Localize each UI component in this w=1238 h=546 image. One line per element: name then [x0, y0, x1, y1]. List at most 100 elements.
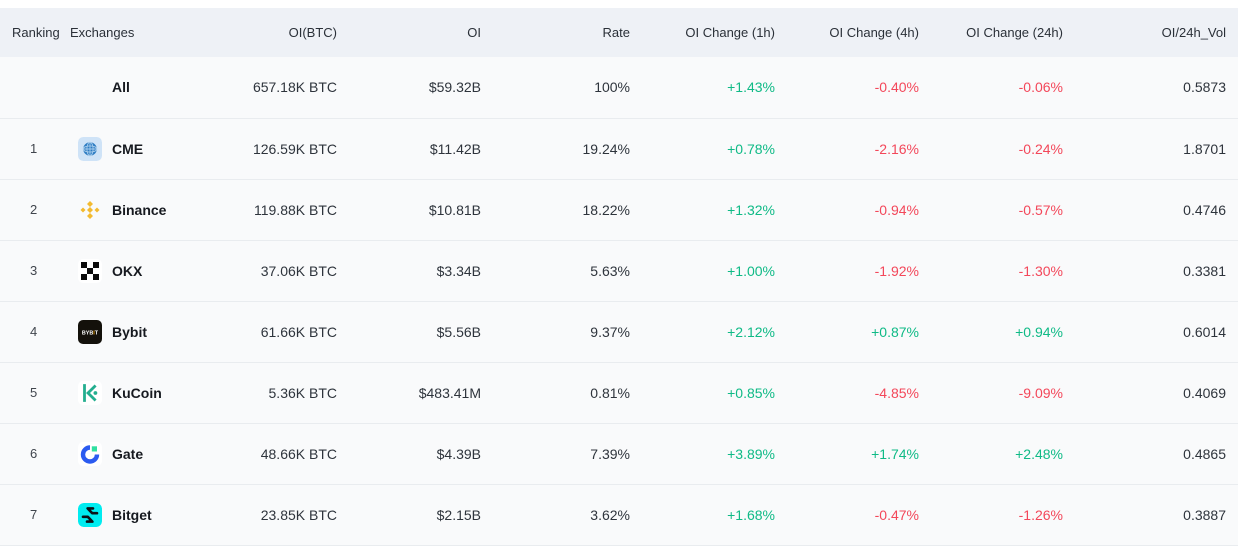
exchange-label: OKX: [72, 258, 206, 283]
binance-icon: [78, 198, 102, 222]
gate-icon: [78, 441, 102, 466]
oi-btc-cell: 23.85K BTC: [214, 484, 345, 546]
table-row-binance[interactable]: 2 Binance 119.88K BTC $10.81B 18.22% +1.32% -0…: [0, 179, 1238, 241]
exchange-cell[interactable]: OKX: [64, 240, 214, 302]
oi-exchanges-table: Ranking Exchanges OI(BTC) OI Rate OI Change (…: [0, 8, 1238, 546]
ranking-cell: 6: [0, 423, 64, 485]
oi-btc-cell: 5.36K BTC: [214, 362, 345, 424]
oi-cell: $4.39B: [345, 423, 489, 485]
table-body: All 657.18K BTC $59.32B 100% +1.43% -0.40% -0.…: [0, 57, 1238, 546]
ranking-cell: 1: [0, 118, 64, 180]
rate-cell: 9.37%: [489, 301, 638, 363]
chg-4h-cell: -0.47%: [783, 484, 927, 546]
exchange-label: BYBIT Bybit: [72, 319, 206, 344]
exchange-name: Binance: [112, 201, 167, 218]
chg-4h-cell: -0.40%: [783, 57, 927, 119]
exchange-name: All: [112, 79, 130, 96]
column-header-ranking[interactable]: Ranking: [0, 8, 64, 57]
ranking-cell: 7: [0, 484, 64, 546]
column-header-oi-btc[interactable]: OI(BTC): [214, 8, 345, 57]
chg-4h-cell: -4.85%: [783, 362, 927, 424]
column-header-chg-24h[interactable]: OI Change (24h): [927, 8, 1071, 57]
oi-btc-cell: 657.18K BTC: [214, 57, 345, 119]
ranking-cell: 2: [0, 179, 64, 241]
oi-24h-vol-cell: 0.4865: [1071, 423, 1238, 485]
ranking-cell: 4: [0, 301, 64, 363]
chg-24h-cell: -1.26%: [927, 484, 1071, 546]
chg-1h-cell: +0.85%: [638, 362, 783, 424]
oi-btc-cell: 61.66K BTC: [214, 301, 345, 363]
column-header-rate[interactable]: Rate: [489, 8, 638, 57]
table-row-bitget[interactable]: 7 Bitget 23.85K BTC $2.15B 3.62% +1.68% -0.47%…: [0, 484, 1238, 546]
table-header: Ranking Exchanges OI(BTC) OI Rate OI Change (…: [0, 8, 1238, 57]
chg-4h-cell: +0.87%: [783, 301, 927, 363]
table-row-okx[interactable]: 3 OKX 37.06K BTC $3.34B 5.63% +1.00% -1.92% -1.…: [0, 240, 1238, 302]
chg-24h-cell: -9.09%: [927, 362, 1071, 424]
oi-24h-vol-cell: 0.5873: [1071, 57, 1238, 119]
exchange-cell[interactable]: BYBIT Bybit: [64, 301, 214, 363]
chg-24h-cell: +2.48%: [927, 423, 1071, 485]
column-header-chg-1h[interactable]: OI Change (1h): [638, 8, 783, 57]
bitget-icon: [78, 502, 102, 527]
exchange-cell[interactable]: CME: [64, 118, 214, 180]
table-row-gate[interactable]: 6 Gate 48.66K BTC $4.39B 7.39% +3.89% +1.74% +2…: [0, 423, 1238, 485]
oi-24h-vol-cell: 0.3381: [1071, 240, 1238, 302]
rate-cell: 5.63%: [489, 240, 638, 302]
exchange-name: KuCoin: [112, 384, 162, 401]
exchange-label: Bitget: [72, 502, 206, 527]
chg-4h-cell: -0.94%: [783, 179, 927, 241]
exchange-cell[interactable]: Gate: [64, 423, 214, 485]
table-row-bybit[interactable]: 4 BYBIT Bybit 61.66K BTC $5.56B 9.37% +2.12% +0…: [0, 301, 1238, 363]
ranking-cell: 3: [0, 240, 64, 302]
exchange-cell[interactable]: KuCoin: [64, 362, 214, 424]
chg-1h-cell: +2.12%: [638, 301, 783, 363]
svg-text:BYBIT: BYBIT: [82, 330, 99, 336]
chg-1h-cell: +1.68%: [638, 484, 783, 546]
table-row-kucoin[interactable]: 5 KuCoin 5.36K BTC $483.41M 0.81% +0.85% -4.85…: [0, 362, 1238, 424]
exchange-name: Bitget: [112, 506, 152, 523]
rate-cell: 19.24%: [489, 118, 638, 180]
oi-cell: $2.15B: [345, 484, 489, 546]
chg-24h-cell: -0.57%: [927, 179, 1071, 241]
bybit-icon: BYBIT: [78, 319, 102, 344]
exchange-label: All: [72, 79, 206, 95]
exchange-label: CME: [72, 136, 206, 161]
oi-24h-vol-cell: 0.6014: [1071, 301, 1238, 363]
oi-24h-vol-cell: 1.8701: [1071, 118, 1238, 180]
chg-4h-cell: -1.92%: [783, 240, 927, 302]
exchange-cell[interactable]: Binance: [64, 179, 214, 241]
oi-btc-cell: 126.59K BTC: [214, 118, 345, 180]
rate-cell: 0.81%: [489, 362, 638, 424]
chg-1h-cell: +0.78%: [638, 118, 783, 180]
exchange-name: CME: [112, 140, 144, 157]
okx-icon: [78, 258, 102, 283]
exchange-cell[interactable]: All: [64, 57, 214, 119]
oi-cell: $10.81B: [345, 179, 489, 241]
exchange-cell[interactable]: Bitget: [64, 484, 214, 546]
oi-24h-vol-cell: 0.4069: [1071, 362, 1238, 424]
oi-btc-cell: 48.66K BTC: [214, 423, 345, 485]
cme-icon: [78, 136, 102, 161]
chg-24h-cell: +0.94%: [927, 301, 1071, 363]
column-header-oi[interactable]: OI: [345, 8, 489, 57]
exchange-name: Bybit: [112, 323, 147, 340]
chg-24h-cell: -1.30%: [927, 240, 1071, 302]
chg-1h-cell: +1.00%: [638, 240, 783, 302]
oi-cell: $59.32B: [345, 57, 489, 119]
exchange-name: OKX: [112, 262, 143, 279]
table-row-all[interactable]: All 657.18K BTC $59.32B 100% +1.43% -0.40% -0.…: [0, 57, 1238, 119]
exchange-name: Gate: [112, 445, 144, 462]
column-header-exchange[interactable]: Exchanges: [64, 8, 214, 57]
oi-24h-vol-cell: 0.3887: [1071, 484, 1238, 546]
rate-cell: 18.22%: [489, 179, 638, 241]
oi-cell: $483.41M: [345, 362, 489, 424]
chg-24h-cell: -0.24%: [927, 118, 1071, 180]
column-header-chg-4h[interactable]: OI Change (4h): [783, 8, 927, 57]
rate-cell: 100%: [489, 57, 638, 119]
column-header-oi-24h-vol[interactable]: OI/24h_Vol: [1071, 8, 1238, 57]
chg-4h-cell: +1.74%: [783, 423, 927, 485]
kucoin-icon: [78, 380, 102, 405]
table-row-cme[interactable]: 1 CME 126.59K BTC $11.42B 19.24% +0.78% -2.16%…: [0, 118, 1238, 180]
oi-cell: $5.56B: [345, 301, 489, 363]
